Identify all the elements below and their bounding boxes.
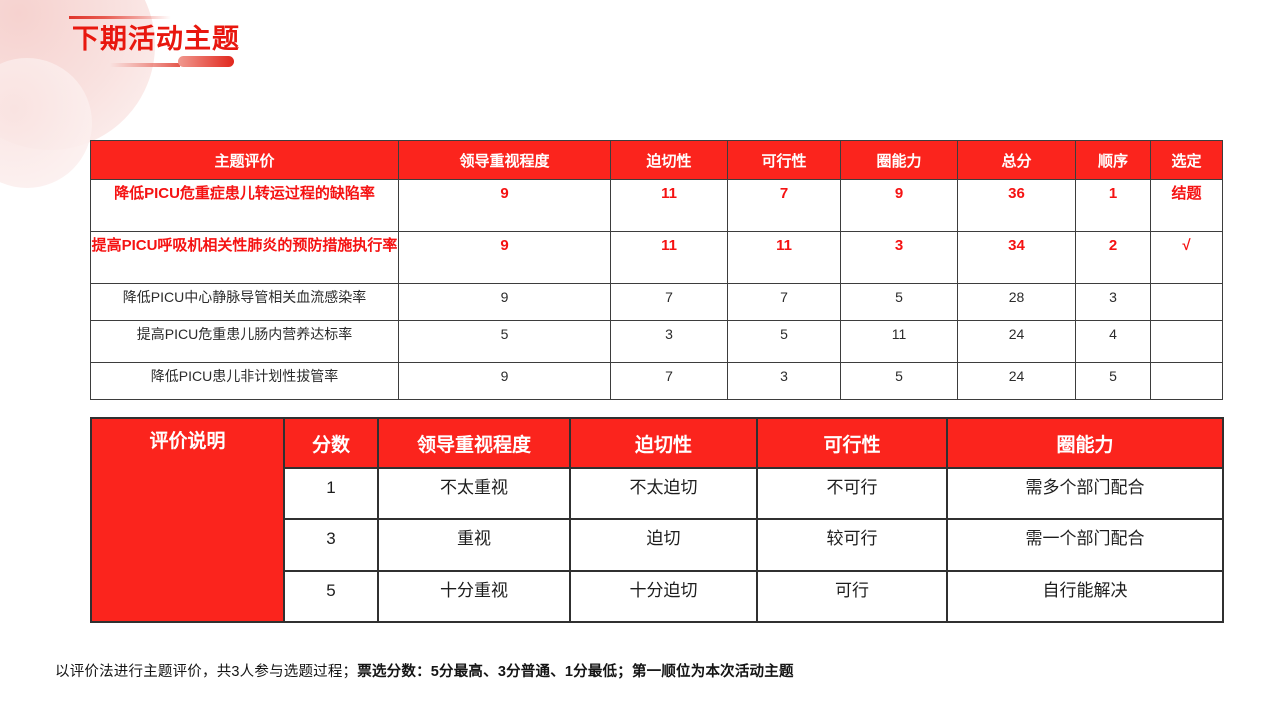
table-header-row: 主题评价 领导重视程度 迫切性 可行性 圈能力 总分 顺序 选定: [90, 140, 1223, 180]
rank-cell: 3: [1075, 283, 1151, 321]
header-circle-capability: 圈能力: [840, 140, 958, 180]
score-cell: 7: [610, 362, 728, 400]
legend-desc-cell: 不太迫切: [569, 467, 758, 520]
header-theme: 主题评价: [90, 140, 399, 180]
legend-header-feasibility: 可行性: [756, 417, 948, 469]
score-cell: 9: [398, 231, 611, 284]
theme-evaluation-table: 主题评价 领导重视程度 迫切性 可行性 圈能力 总分 顺序 选定 降低PICU危…: [90, 140, 1223, 400]
theme-cell: 降低PICU危重症患儿转运过程的缺陷率: [90, 179, 399, 232]
rank-cell: 2: [1075, 231, 1151, 284]
table-row: 降低PICU患儿非计划性拔管率 9 7 3 5 24 5: [90, 362, 1223, 400]
footnote-bold: 票选分数：5分最高、3分普通、1分最低；第一顺位为本次活动主题: [357, 664, 794, 680]
header-selected: 选定: [1150, 140, 1223, 180]
theme-cell: 提高PICU危重患儿肠内营养达标率: [90, 320, 399, 363]
score-cell: 11: [727, 231, 841, 284]
score-cell: 9: [398, 362, 611, 400]
header-total-score: 总分: [957, 140, 1076, 180]
selected-cell: [1150, 283, 1223, 321]
total-cell: 36: [957, 179, 1076, 232]
legend-header-circle-capability: 圈能力: [946, 417, 1224, 469]
theme-cell: 提高PICU呼吸机相关性肺炎的预防措施执行率: [90, 231, 399, 284]
legend-desc-cell: 较可行: [756, 518, 948, 572]
legend-desc-cell: 十分重视: [377, 570, 571, 623]
footnote: 以评价法进行主题评价，共3人参与选题过程；票选分数：5分最高、3分普通、1分最低…: [55, 660, 794, 681]
theme-cell: 降低PICU患儿非计划性拔管率: [90, 362, 399, 400]
total-cell: 24: [957, 320, 1076, 363]
score-cell: 5: [840, 362, 958, 400]
score-cell: 5: [727, 320, 841, 363]
page-title: 下期活动主题: [72, 24, 240, 54]
legend-desc-cell: 需一个部门配合: [946, 518, 1224, 572]
legend-desc-cell: 可行: [756, 570, 948, 623]
rating-legend-table: 评价说明 分数 领导重视程度 迫切性 可行性 圈能力 1 不太重视 不太迫切 不…: [90, 417, 1224, 623]
table-row: 提高PICU危重患儿肠内营养达标率 5 3 5 11 24 4: [90, 320, 1223, 363]
legend-desc-cell: 重视: [377, 518, 571, 572]
score-cell: 9: [840, 179, 958, 232]
legend-score-cell: 5: [283, 570, 379, 623]
theme-cell: 降低PICU中心静脉导管相关血流感染率: [90, 283, 399, 321]
score-cell: 11: [610, 179, 728, 232]
legend-score-cell: 1: [283, 467, 379, 520]
selected-cell: [1150, 362, 1223, 400]
legend-header-leader-importance: 领导重视程度: [377, 417, 571, 469]
score-cell: 7: [727, 179, 841, 232]
table-row: 提高PICU呼吸机相关性肺炎的预防措施执行率 9 11 11 3 34 2 √: [90, 231, 1223, 284]
legend-header-row: 评价说明 分数 领导重视程度 迫切性 可行性 圈能力: [90, 417, 1224, 623]
decor-line-top: [69, 16, 171, 19]
header-leader-importance: 领导重视程度: [398, 140, 611, 180]
total-cell: 24: [957, 362, 1076, 400]
legend-desc-cell: 不太重视: [377, 467, 571, 520]
rank-cell: 1: [1075, 179, 1151, 232]
score-cell: 9: [398, 179, 611, 232]
rank-cell: 5: [1075, 362, 1151, 400]
score-cell: 11: [840, 320, 958, 363]
score-cell: 3: [727, 362, 841, 400]
total-cell: 28: [957, 283, 1076, 321]
legend-title-cell: 评价说明: [90, 417, 285, 623]
score-cell: 11: [610, 231, 728, 284]
total-cell: 34: [957, 231, 1076, 284]
score-cell: 7: [727, 283, 841, 321]
footnote-normal: 以评价法进行主题评价，共3人参与选题过程；: [55, 664, 358, 680]
header-rank: 顺序: [1075, 140, 1151, 180]
legend-header-urgency: 迫切性: [569, 417, 758, 469]
legend-desc-cell: 迫切: [569, 518, 758, 572]
table-row: 降低PICU中心静脉导管相关血流感染率 9 7 7 5 28 3: [90, 283, 1223, 321]
rank-cell: 4: [1075, 320, 1151, 363]
score-cell: 9: [398, 283, 611, 321]
selected-cell: 结题: [1150, 179, 1223, 232]
legend-desc-cell: 需多个部门配合: [946, 467, 1224, 520]
selected-cell: [1150, 320, 1223, 363]
selected-cell: √: [1150, 231, 1223, 284]
legend-desc-cell: 十分迫切: [569, 570, 758, 623]
legend-desc-cell: 自行能解决: [946, 570, 1224, 623]
legend-desc-cell: 不可行: [756, 467, 948, 520]
score-cell: 5: [398, 320, 611, 363]
legend-row: 1 不太重视 不太迫切 不可行 需多个部门配合: [91, 467, 1224, 520]
legend-header-score: 分数: [283, 417, 379, 469]
header-urgency: 迫切性: [610, 140, 728, 180]
score-cell: 3: [840, 231, 958, 284]
decor-capsule: [178, 56, 234, 67]
table-row: 降低PICU危重症患儿转运过程的缺陷率 9 11 7 9 36 1 结题: [90, 179, 1223, 232]
decor-line-bottom: [110, 63, 180, 67]
legend-row: 3 重视 迫切 较可行 需一个部门配合: [91, 518, 1224, 572]
header-feasibility: 可行性: [727, 140, 841, 180]
legend-score-cell: 3: [283, 518, 379, 572]
score-cell: 7: [610, 283, 728, 321]
score-cell: 5: [840, 283, 958, 321]
legend-row: 5 十分重视 十分迫切 可行 自行能解决: [91, 570, 1224, 623]
score-cell: 3: [610, 320, 728, 363]
